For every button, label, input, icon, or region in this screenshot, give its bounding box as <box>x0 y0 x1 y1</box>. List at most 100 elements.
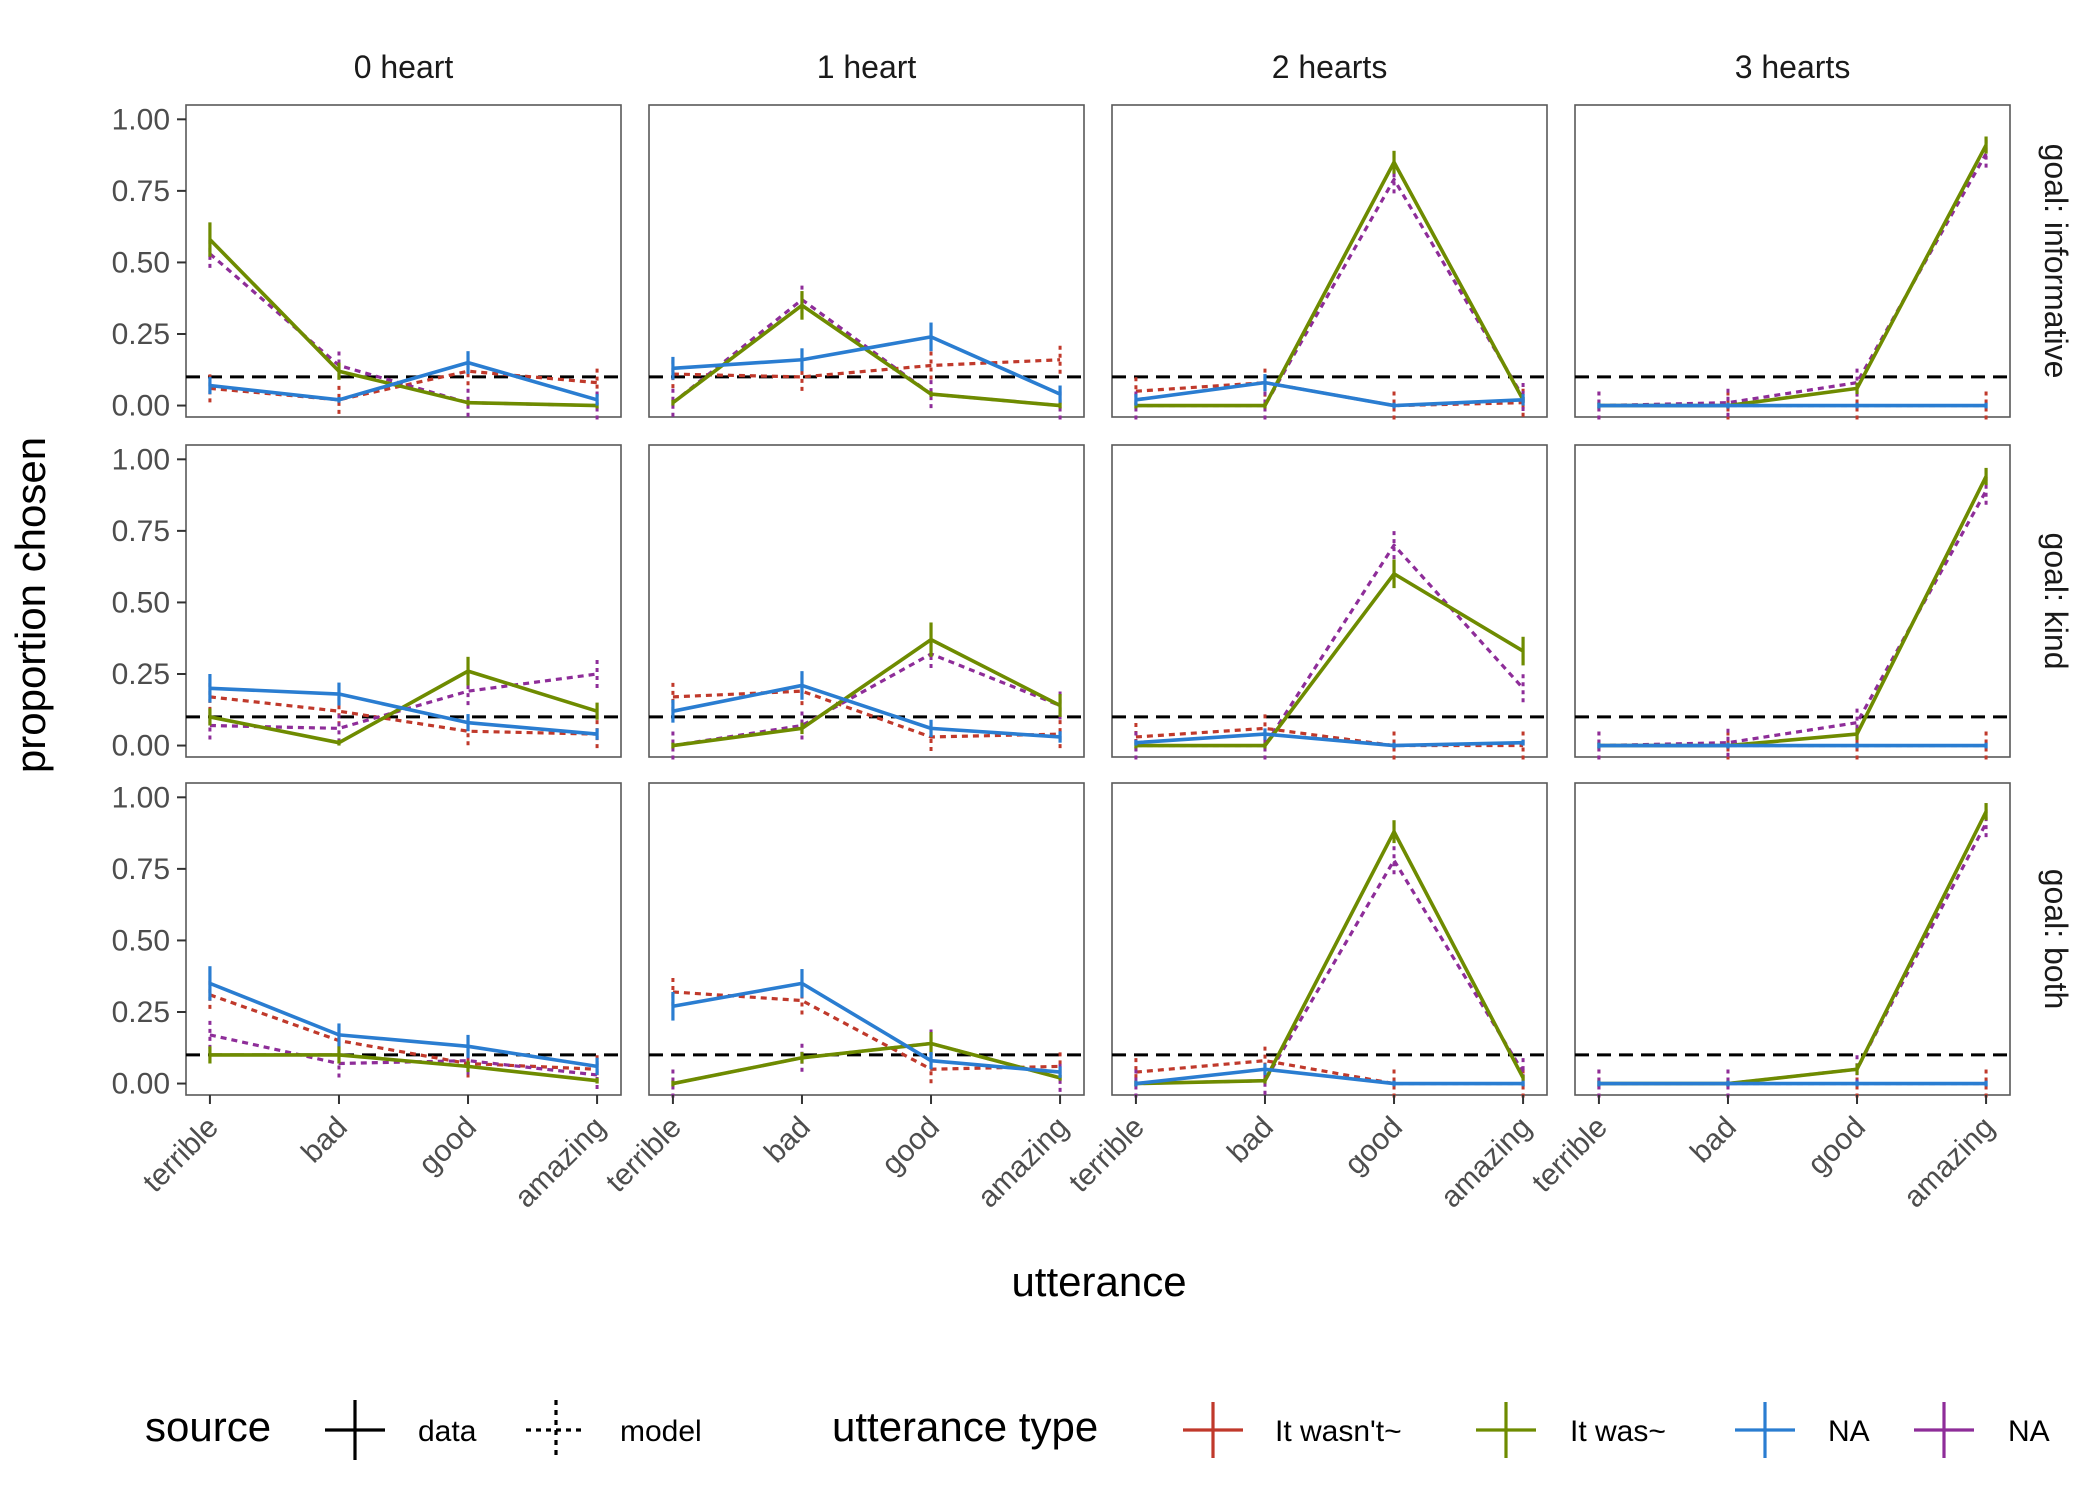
data-series-line <box>1135 1067 1524 1086</box>
legend-type-label: NA <box>2008 1415 2050 1448</box>
x-tick-label: good <box>412 1111 483 1182</box>
x-tick-label: terrible <box>1063 1111 1151 1199</box>
panel <box>1574 104 2011 420</box>
y-tick-label: 0.25 <box>112 318 170 351</box>
column-strip-label: 3 hearts <box>1735 49 1851 85</box>
x-tick-label: terrible <box>600 1111 688 1199</box>
x-tick-label: good <box>1801 1111 1872 1182</box>
x-tick-label: terrible <box>137 1111 225 1199</box>
row-strip-label: goal: kind <box>2038 533 2074 670</box>
y-tick-label: 1.00 <box>112 781 170 814</box>
panel <box>1111 782 1548 1098</box>
panel-background <box>1111 782 1548 1096</box>
x-tick-label: amazing <box>1434 1111 1538 1215</box>
y-tick-label: 0.00 <box>112 730 170 763</box>
column-strip-label: 2 hearts <box>1272 49 1388 85</box>
panel <box>648 104 1085 420</box>
y-tick-label: 0.25 <box>112 996 170 1029</box>
column-strips: 0 heart 1 heart 2 hearts 3 hearts <box>354 49 1851 85</box>
panel <box>185 104 622 420</box>
model-series-line <box>672 358 1061 379</box>
data-series-line <box>208 238 598 408</box>
x-tick-label: good <box>875 1111 946 1182</box>
x-tick-label: bad <box>295 1111 354 1170</box>
data-series-line <box>1135 829 1525 1086</box>
x-tick-label: amazing <box>971 1111 1075 1215</box>
model-series-line <box>209 1033 598 1077</box>
data-series-line <box>209 981 598 1069</box>
legend-source-label: model <box>620 1415 702 1448</box>
data-series-line <box>1135 380 1524 408</box>
y-tick-label: 1.00 <box>112 103 170 136</box>
row-strip-label: goal: both <box>2038 869 2074 1010</box>
panel <box>1111 104 1548 420</box>
y-tick-label: 0.50 <box>112 246 170 279</box>
data-series-line <box>209 360 598 402</box>
legend-type-label: It wasn't~ <box>1275 1415 1402 1448</box>
data-series-line <box>1135 732 1524 748</box>
model-series-line <box>1598 822 1988 1086</box>
legend-source-items: data model <box>325 1400 702 1460</box>
legend-type-title: utterance type <box>832 1403 1098 1450</box>
y-tick-label: 0.00 <box>112 390 170 423</box>
model-series-line <box>1135 858 1525 1086</box>
panel-background <box>648 782 1085 1096</box>
legend-type-items: It wasn't~ It was~ NA NA <box>1183 1402 2050 1458</box>
data-series-line <box>672 1041 1061 1086</box>
legend-source-title: source <box>145 1403 271 1450</box>
panel-background <box>1574 104 2011 418</box>
y-tick-label: 0.75 <box>112 175 170 208</box>
x-tick-label: amazing <box>1897 1111 2001 1215</box>
panel <box>1111 444 1548 760</box>
data-series-line <box>209 686 598 736</box>
legend-source-label: data <box>418 1415 477 1448</box>
y-tick-label: 0.50 <box>112 586 170 619</box>
x-tick-label: bad <box>1684 1111 1743 1170</box>
panel <box>185 444 622 758</box>
panels <box>185 104 2011 1098</box>
data-series-line <box>1135 572 1524 748</box>
x-tick-label: terrible <box>1526 1111 1614 1199</box>
panel-background <box>1574 782 2011 1096</box>
column-strip-label: 0 heart <box>354 49 454 85</box>
model-series-line <box>209 695 598 736</box>
data-series-line <box>672 981 1061 1074</box>
panel-background <box>185 104 622 418</box>
y-tick-label: 0.25 <box>112 658 170 691</box>
x-tick-label: amazing <box>508 1111 612 1215</box>
data-series-line <box>672 335 1061 396</box>
x-tick-label: good <box>1338 1111 1409 1182</box>
panel-background <box>1574 444 2011 758</box>
row-strip-label: goal: informative <box>2038 144 2074 379</box>
x-axis-title: utterance <box>1011 1258 1186 1305</box>
y-tick-label: 0.75 <box>112 515 170 548</box>
y-tick-label: 1.00 <box>112 443 170 476</box>
legend-type-label: It was~ <box>1570 1415 1666 1448</box>
x-tick-label: bad <box>758 1111 817 1170</box>
x-tick-label: bad <box>1221 1111 1280 1170</box>
panel-background <box>185 444 622 758</box>
panel <box>1574 782 2011 1098</box>
data-series-line <box>672 637 1061 748</box>
panel-background <box>185 782 622 1096</box>
y-tick-label: 0.00 <box>112 1068 170 1101</box>
legend: source data model utterance type It wasn'… <box>145 1400 2050 1460</box>
panel <box>648 782 1085 1098</box>
panel-background <box>648 444 1085 758</box>
model-series-line <box>672 689 1061 739</box>
model-series-line <box>1135 543 1525 748</box>
model-series-line <box>209 993 598 1071</box>
y-tick-label: 0.75 <box>112 853 170 886</box>
legend-type-label: NA <box>1828 1415 1870 1448</box>
model-series-line <box>672 990 1061 1071</box>
data-series-line <box>672 683 1061 739</box>
data-series-line <box>209 1053 598 1083</box>
column-strip-label: 1 heart <box>817 49 917 85</box>
panel <box>648 444 1085 760</box>
panel-background <box>1111 104 1548 418</box>
y-tick-label: 0.50 <box>112 924 170 957</box>
panel <box>1574 444 2011 760</box>
row-strips: goal: informative goal: kind goal: both <box>2038 144 2074 1010</box>
